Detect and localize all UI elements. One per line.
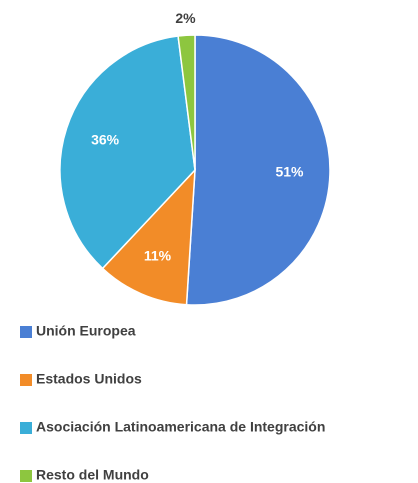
pie-slice	[185, 34, 331, 306]
legend-label: Resto del Mundo	[36, 467, 149, 483]
pie-slice	[59, 35, 196, 270]
legend-label: Asociación Latinoamericana de Integració…	[36, 419, 325, 435]
legend-swatch	[20, 470, 32, 482]
legend-swatch	[20, 422, 32, 434]
data-label: 51%	[275, 164, 304, 180]
legend-swatch	[20, 374, 32, 386]
pie-slice	[101, 167, 196, 306]
data-label: 36%	[91, 132, 120, 148]
legend-label: Estados Unidos	[36, 371, 142, 387]
data-label: 11%	[144, 247, 172, 263]
legend-label: Unión Europea	[36, 323, 136, 339]
legend-swatch	[20, 326, 32, 338]
pie-slice	[177, 34, 196, 171]
data-label: 2%	[175, 10, 196, 26]
